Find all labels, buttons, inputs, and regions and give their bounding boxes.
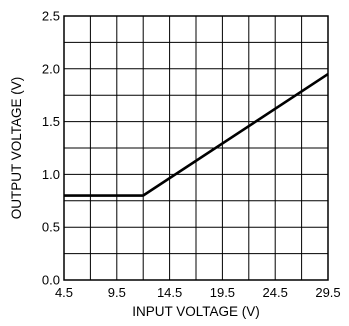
x-tick-label: 9.5 [108, 285, 126, 300]
y-tick-labels: 0.0 0.5 1.0 1.5 2.0 2.5 [42, 9, 60, 288]
y-tick-label: 2.0 [42, 61, 60, 76]
y-axis-title: OUTPUT VOLTAGE (V) [9, 77, 24, 220]
plot-frame [63, 15, 329, 281]
x-tick-label: 24.5 [263, 285, 288, 300]
x-tick-label: 29.5 [315, 285, 340, 300]
series-line [64, 72, 329, 197]
y-tick-label: 0.0 [42, 273, 60, 288]
x-axis-title: INPUT VOLTAGE (V) [132, 304, 260, 319]
grid [63, 15, 329, 281]
y-tick-label: 0.5 [42, 220, 60, 235]
y-tick-label: 2.5 [42, 9, 60, 24]
y-tick-label: 1.0 [42, 167, 60, 182]
x-tick-label: 14.5 [157, 285, 182, 300]
y-tick-label: 1.5 [42, 114, 60, 129]
x-tick-label: 4.5 [55, 285, 73, 300]
x-tick-labels: 4.5 9.5 14.5 19.5 24.5 29.5 [55, 285, 341, 300]
x-tick-label: 19.5 [210, 285, 235, 300]
series-layer [64, 72, 329, 197]
